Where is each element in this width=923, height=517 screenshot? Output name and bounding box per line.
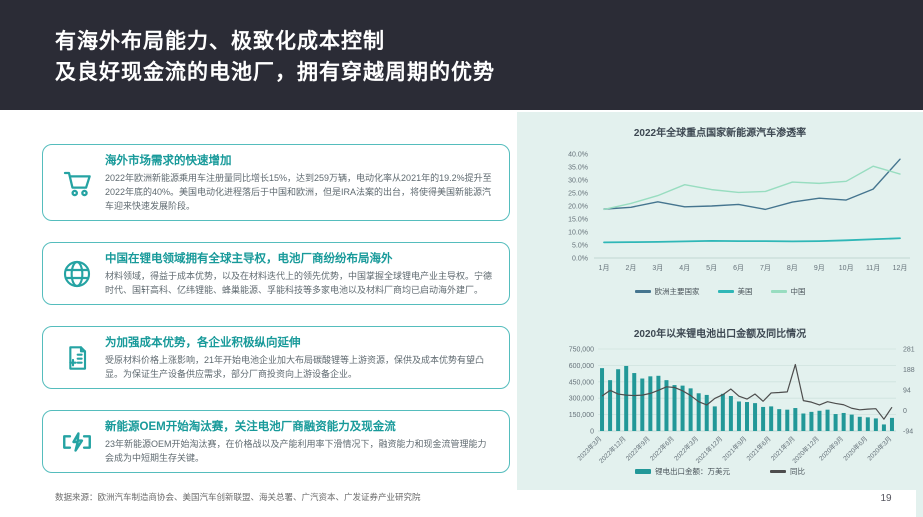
svg-text:150,000: 150,000: [569, 412, 594, 419]
svg-text:0: 0: [903, 408, 907, 415]
export-chart-legend: 锂电出口金额：万美元 同比: [517, 466, 923, 477]
card-body: 材料领域，得益于成本优势，以及在材料迭代上的领先优势，中国掌握全球锂电产业主导权…: [105, 271, 493, 295]
svg-text:2020年6月: 2020年6月: [841, 434, 869, 462]
svg-text:6月: 6月: [733, 264, 744, 272]
card-china-dominance: 中国在锂电领域拥有全球主导权，电池厂商纷纷布局海外 材料领域，得益于成本优势，以…: [42, 242, 510, 305]
legend-label: 同比: [790, 467, 805, 476]
svg-text:4月: 4月: [679, 264, 690, 272]
data-source-note: 数据来源：欧洲汽车制造商协会、美国汽车创新联盟、海关总署、广汽资本、广发证券产业…: [55, 492, 421, 502]
card-title: 新能源OEM开始淘汰赛，关注电池厂商融资能力及现金流: [105, 421, 396, 433]
legend-swatch-yoy: [770, 470, 786, 473]
svg-text:15.0%: 15.0%: [568, 217, 588, 224]
svg-text:30.0%: 30.0%: [568, 178, 588, 185]
insight-cards: 海外市场需求的快速增加 2022年欧洲新能源乘用车注册量同比增长15%，达到25…: [42, 144, 510, 473]
export-chart-title: 2020年以来锂电池出口金额及同比情况: [633, 329, 807, 340]
card-oem-elimination: 新能源OEM开始淘汰赛，关注电池厂商融资能力及现金流 23年新能源OEM开始淘汰…: [42, 410, 510, 473]
svg-text:20.0%: 20.0%: [568, 204, 588, 211]
charts-panel: [517, 112, 923, 517]
card-title: 中国在锂电领域拥有全球主导权，电池厂商纷纷布局海外: [105, 253, 393, 265]
svg-text:7月: 7月: [760, 264, 771, 272]
legend-item-yoy: 同比: [770, 466, 805, 477]
legend-item-europe: 欧洲主要国家: [634, 286, 700, 297]
card-title: 为加强成本优势，各企业积极纵向延伸: [105, 337, 301, 349]
svg-text:750,000: 750,000: [569, 347, 594, 354]
card-vertical-integration: 为加强成本优势，各企业积极纵向延伸 受原材料价格上涨影响，21年开始电池企业加大…: [42, 326, 510, 389]
card-body: 2022年欧洲新能源乘用车注册量同比增长15%，达到259万辆，电动化率从202…: [105, 173, 492, 211]
page-title-line1: 有海外布局能力、极致化成本控制: [55, 30, 385, 53]
svg-text:12月: 12月: [893, 264, 908, 272]
page-number: 19: [880, 493, 892, 504]
svg-text:9月: 9月: [814, 264, 825, 272]
svg-text:2021年6月: 2021年6月: [744, 434, 772, 462]
legend-label: 欧洲主要国家: [654, 287, 700, 296]
legend-label: 锂电出口金额：万美元: [655, 467, 730, 476]
svg-text:25.0%: 25.0%: [568, 191, 588, 198]
header-banner: 有海外布局能力、极致化成本控制 及良好现金流的电池厂，拥有穿越周期的优势: [0, 0, 923, 110]
legend-label: 中国: [790, 287, 806, 296]
svg-text:2021年9月: 2021年9月: [720, 434, 748, 462]
legend-swatch-export-amount: [635, 469, 651, 474]
svg-text:94: 94: [903, 387, 911, 394]
card-body: 23年新能源OEM开始淘汰赛，在价格战以及产能利用率下滑情况下，融资能力和现金流…: [105, 439, 487, 463]
legend-label: 美国: [737, 287, 753, 296]
globe-icon: [55, 258, 99, 290]
legend-item-china: 中国: [770, 286, 806, 297]
battery-bolt-icon: [55, 425, 99, 459]
svg-text:-94: -94: [903, 429, 913, 436]
svg-text:11月: 11月: [866, 264, 880, 272]
page-title: 有海外布局能力、极致化成本控制 及良好现金流的电池厂，拥有穿越周期的优势: [55, 26, 495, 88]
cart-icon: [55, 167, 99, 199]
svg-text:2022年9月: 2022年9月: [623, 434, 651, 462]
svg-text:10.0%: 10.0%: [568, 230, 588, 237]
svg-text:5月: 5月: [706, 264, 717, 272]
svg-text:600,000: 600,000: [569, 363, 594, 370]
svg-text:5.0%: 5.0%: [572, 243, 588, 250]
legend-swatch-europe: [634, 290, 651, 293]
svg-text:2020年9月: 2020年9月: [817, 434, 845, 462]
legend-swatch-us: [717, 290, 734, 293]
svg-text:8月: 8月: [787, 264, 798, 272]
svg-text:450,000: 450,000: [569, 379, 594, 386]
svg-text:10月: 10月: [839, 264, 854, 272]
penetration-chart-legend: 欧洲主要国家 美国 中国: [517, 286, 923, 297]
svg-text:35.0%: 35.0%: [568, 165, 588, 172]
svg-text:281: 281: [903, 347, 915, 354]
legend-item-us: 美国: [717, 286, 753, 297]
legend-item-export-amount: 锂电出口金额：万美元: [635, 466, 730, 477]
svg-text:3月: 3月: [652, 264, 663, 272]
card-title: 海外市场需求的快速增加: [105, 155, 232, 167]
svg-text:0: 0: [590, 429, 594, 436]
export-chart: 0 150,000 300,000 450,000 600,000 750,000 -94 0…: [548, 341, 923, 472]
svg-text:2020年3月: 2020年3月: [865, 434, 893, 462]
svg-text:300,000: 300,000: [569, 396, 594, 403]
svg-text:2022年6月: 2022年6月: [648, 434, 676, 462]
svg-text:40.0%: 40.0%: [568, 152, 588, 159]
page-title-line2: 及良好现金流的电池厂，拥有穿越周期的优势: [55, 61, 495, 84]
card-overseas-demand: 海外市场需求的快速增加 2022年欧洲新能源乘用车注册量同比增长15%，达到25…: [42, 144, 510, 221]
svg-text:0.0%: 0.0%: [572, 256, 588, 263]
svg-text:188: 188: [903, 367, 915, 374]
document-plus-icon: [55, 342, 99, 374]
penetration-chart: 0.0% 5.0% 10.0% 15.0% 20.0% 25.0% 30.0% 35.0% 40…: [548, 140, 918, 287]
legend-swatch-china: [770, 290, 787, 293]
footer-strip: [0, 490, 916, 517]
card-body: 受原材料价格上涨影响，21年开始电池企业加大布局碳酸锂等上游资源，保供及成本优势…: [105, 355, 485, 379]
svg-text:1月: 1月: [599, 264, 610, 272]
penetration-chart-title: 2022年全球重点国家新能源汽车渗透率: [633, 128, 807, 139]
svg-text:2月: 2月: [625, 264, 636, 272]
